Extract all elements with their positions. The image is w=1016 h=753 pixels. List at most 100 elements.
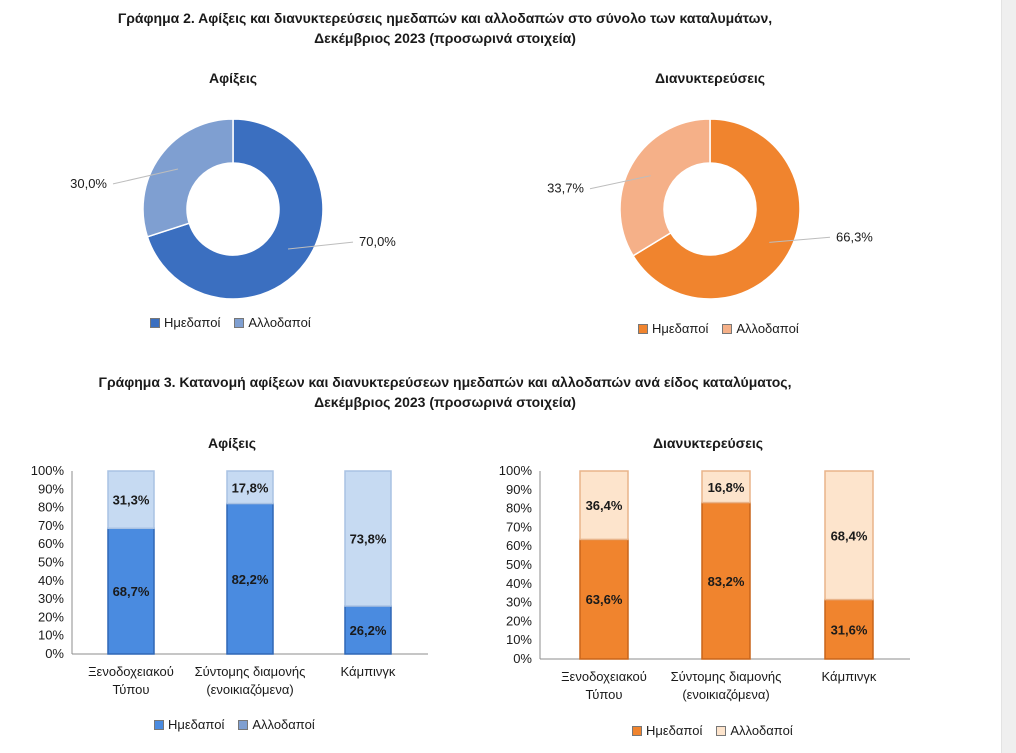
bar-data-label: 31,3%: [113, 493, 150, 508]
donut-arrivals-legend: Ημεδαποί Αλλοδαποί: [150, 315, 311, 330]
legend-label-domestic: Ημεδαποί: [164, 315, 221, 330]
bar-segment-foreign: [579, 470, 629, 541]
donut-chart-arrivals: 70,0% 30,0%: [70, 118, 396, 300]
legend-item-foreign: Αλλοδαποί: [234, 315, 311, 330]
legend-item-domestic: Ημεδαποί: [154, 717, 224, 732]
donut-leader-line: [112, 168, 179, 185]
y-tick-label: 20%: [38, 609, 64, 624]
y-tick-label: 30%: [506, 595, 532, 610]
bar-segment-domestic: [344, 605, 392, 655]
x-category-label: Κάμπινγκ: [341, 664, 396, 679]
legend-item-foreign: Αλλοδαποί: [722, 321, 799, 336]
bar-overnights-title: Διανυκτερεύσεις: [652, 435, 764, 451]
x-category-label: (ενοικιαζόμενα): [682, 687, 769, 702]
donut-leader-line: [769, 236, 831, 243]
bar-data-label: 31,6%: [831, 622, 868, 637]
y-tick-label: 70%: [506, 519, 532, 534]
donut-slice-domestic: [146, 118, 324, 300]
y-tick-label: 80%: [38, 500, 64, 515]
y-tick-label: 60%: [506, 538, 532, 553]
donut-leader-line: [589, 175, 651, 190]
bar-segment-domestic: [226, 502, 274, 655]
donut-data-label: 30,0%: [70, 176, 107, 191]
donut-slice-foreign: [619, 118, 711, 257]
donut-overnights-title: Διανυκτερεύσεις: [654, 70, 766, 86]
y-tick-label: 60%: [38, 536, 64, 551]
figure2-title-line1: Γράφημα 2. Αφίξεις και διανυκτερεύσεις η…: [117, 10, 773, 26]
legend-label-domestic: Ημεδαποί: [168, 717, 225, 732]
y-tick-label: 100%: [31, 463, 65, 478]
legend-swatch-domestic: [632, 725, 642, 736]
bar-data-label: 17,8%: [232, 480, 269, 495]
bar-segment-domestic: [579, 538, 629, 660]
figure2-title: Γράφημα 2. Αφίξεις και διανυκτερεύσεις η…: [60, 8, 830, 48]
donut-data-label: 33,7%: [547, 181, 584, 196]
y-tick-label: 0%: [45, 646, 64, 661]
donut-chart-overnights: 66,3% 33,7%: [547, 118, 873, 300]
y-tick-label: 10%: [506, 632, 532, 647]
bar-segment-foreign: [107, 470, 155, 530]
donut-slice-domestic: [632, 118, 801, 300]
bar-data-label: 26,2%: [350, 623, 387, 638]
legend-swatch-domestic: [150, 317, 160, 328]
donut-leader-line: [287, 241, 354, 250]
x-category-label: (ενοικιαζόμενα): [206, 682, 293, 697]
donut-data-label: 66,3%: [836, 229, 873, 244]
bar-data-label: 63,6%: [586, 592, 623, 607]
bar-overnights-legend: Ημεδαποί Αλλοδαποί: [632, 723, 793, 738]
y-tick-label: 40%: [38, 573, 64, 588]
y-tick-label: 20%: [506, 613, 532, 628]
y-tick-label: 70%: [38, 518, 64, 533]
x-category-label: Σύντομης διαμονής: [671, 669, 782, 684]
legend-item-foreign: Αλλοδαποί: [238, 717, 315, 732]
donut-arrivals-title: Αφίξεις: [208, 70, 258, 86]
legend-label-domestic: Ημεδαποί: [652, 321, 709, 336]
y-tick-label: 30%: [38, 591, 64, 606]
bar-data-label: 73,8%: [350, 532, 387, 547]
bar-data-label: 82,2%: [232, 572, 269, 587]
bar-segment-foreign: [226, 470, 274, 505]
bar-data-label: 83,2%: [708, 574, 745, 589]
y-tick-label: 100%: [499, 463, 533, 478]
figure2-title-line2: Δεκέμβριος 2023 (προσωρινά στοιχεία): [314, 30, 576, 46]
bar-chart-arrivals: 0% 10% 20% 30% 40% 50% 60% 70% 80% 90% 100% 68,7% 31…: [31, 463, 428, 697]
y-tick-label: 90%: [506, 482, 532, 497]
bar-data-label: 68,4%: [831, 528, 868, 543]
legend-label-foreign: Αλλοδαποί: [252, 717, 315, 732]
figure3-title-line2: Δεκέμβριος 2023 (προσωρινά στοιχεία): [314, 394, 576, 410]
y-tick-label: 50%: [506, 557, 532, 572]
bar-segment-foreign: [701, 470, 751, 504]
donut-slice-foreign: [142, 118, 234, 238]
figure3-title: Γράφημα 3. Κατανομή αφίξεων και διανυκτε…: [50, 372, 840, 412]
legend-label-domestic: Ημεδαποί: [646, 723, 703, 738]
x-category-label: Κάμπινγκ: [822, 669, 877, 684]
legend-swatch-domestic: [154, 719, 164, 730]
bar-arrivals-legend: Ημεδαποί Αλλοδαποί: [154, 717, 315, 732]
bar-segment-foreign: [344, 470, 392, 607]
x-category-label: Τύπου: [585, 687, 622, 702]
y-tick-label: 80%: [506, 501, 532, 516]
legend-label-foreign: Αλλοδαποί: [736, 321, 799, 336]
bar-arrivals-title: Αφίξεις: [207, 435, 257, 451]
legend-item-domestic: Ημεδαποί: [632, 723, 702, 738]
side-scroll-strip: [1001, 0, 1016, 753]
legend-item-foreign: Αλλοδαποί: [716, 723, 793, 738]
y-tick-label: 10%: [38, 628, 64, 643]
y-tick-label: 50%: [38, 555, 64, 570]
bar-segment-domestic: [824, 598, 874, 660]
legend-swatch-foreign: [722, 323, 733, 334]
legend-label-foreign: Αλλοδαποί: [730, 723, 793, 738]
y-tick-label: 0%: [513, 651, 532, 666]
donut-overnights-legend: Ημεδαποί Αλλοδαποί: [638, 321, 799, 336]
x-category-label: Ξενοδοχειακού: [561, 669, 647, 684]
bar-chart-overnights: 0% 10% 20% 30% 40% 50% 60% 70% 80% 90% 100% 63,6% 36…: [499, 463, 910, 702]
bar-data-label: 36,4%: [586, 498, 623, 513]
legend-swatch-foreign: [716, 725, 727, 736]
legend-item-domestic: Ημεδαποί: [638, 321, 708, 336]
y-tick-label: 90%: [38, 481, 64, 496]
legend-swatch-foreign: [234, 317, 245, 328]
legend-label-foreign: Αλλοδαποί: [248, 315, 311, 330]
bar-data-label: 16,8%: [708, 480, 745, 495]
legend-swatch-foreign: [238, 719, 249, 730]
bar-segment-foreign: [824, 470, 874, 601]
